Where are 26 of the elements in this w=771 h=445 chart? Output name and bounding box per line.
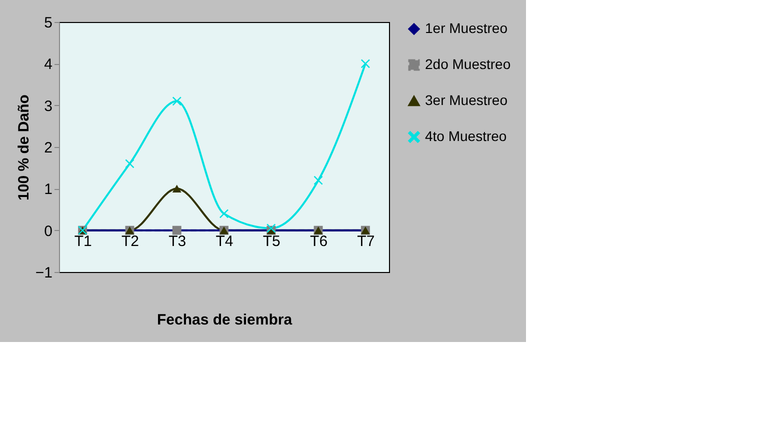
x-tick-label: T2 xyxy=(121,232,139,250)
x-tick-label: T3 xyxy=(168,232,186,250)
point xyxy=(125,159,134,168)
legend-label: 4to Muestreo xyxy=(425,128,507,144)
x-axis-title: Fechas de siembra xyxy=(156,312,293,328)
legend-label: 2do Muestreo xyxy=(425,56,511,72)
y-tick-label: 3 xyxy=(44,98,52,115)
point xyxy=(314,176,323,185)
x-tick-label: T7 xyxy=(357,232,375,250)
y-tick-label: 2 xyxy=(44,140,52,156)
x-tick-label: T1 xyxy=(74,232,92,250)
legend-label: 1er Muestreo xyxy=(425,20,508,36)
y-tick-label: 4 xyxy=(44,56,52,74)
point xyxy=(220,209,228,218)
legend-label: 3er Muestreo xyxy=(425,92,508,108)
y-tick-label: 5 xyxy=(44,14,52,32)
x-tick-label: T6 xyxy=(310,232,328,250)
point xyxy=(172,96,182,106)
x-tick-label: T5 xyxy=(262,232,280,250)
y-axis-title: 100 % de Daño xyxy=(15,94,32,200)
y-tick-label: −1 xyxy=(35,264,52,282)
x-tick-label: T4 xyxy=(216,232,234,250)
y-tick-label: 0 xyxy=(44,222,52,240)
point xyxy=(360,59,370,68)
y-tick-label: 1 xyxy=(44,181,52,198)
point xyxy=(172,184,182,193)
